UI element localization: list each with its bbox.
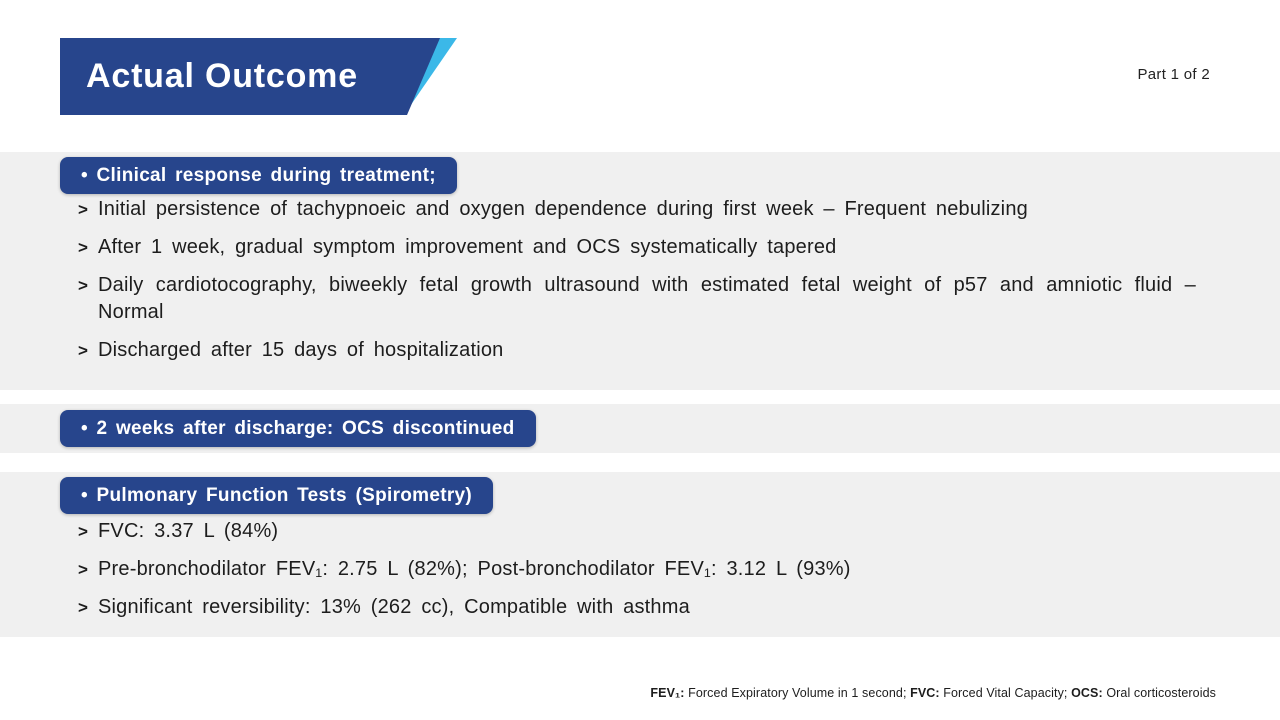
bullet-text: After 1 week, gradual symptom improvemen…	[98, 236, 837, 258]
bullet-item: > Discharged after 15 days of hospitaliz…	[78, 337, 1196, 364]
bullet-arrow-marker: >	[78, 560, 88, 579]
footnote-definition: Forced Vital Capacity;	[939, 686, 1072, 700]
footnote-abbr: OCS:	[1071, 686, 1103, 700]
footnote-definition: Oral corticosteroids	[1102, 686, 1216, 700]
page-indicator: Part 1 of 2	[1137, 66, 1210, 83]
bullet-item: > FVC: 3.37 L (84%)	[78, 518, 1196, 545]
bullet-item: > Daily cardiotocography, biweekly fetal…	[78, 272, 1196, 326]
bullet-arrow-marker: >	[78, 238, 88, 257]
bullet-text: Initial persistence of tachypnoeic and o…	[98, 198, 1028, 220]
bullet-text: Daily cardiotocography, biweekly fetal g…	[98, 274, 1196, 323]
title-banner-shape	[60, 38, 457, 115]
title-blue-polygon	[60, 38, 440, 115]
footnote-abbr: FVC:	[910, 686, 940, 700]
page-title: Actual Outcome	[86, 57, 358, 95]
bullet-arrow-marker: >	[78, 522, 88, 541]
bullet-text: Discharged after 15 days of hospitalizat…	[98, 339, 504, 361]
section-header-pulmonary-tests: • Pulmonary Function Tests (Spirometry)	[60, 477, 494, 514]
bullet-arrow-marker: >	[78, 598, 88, 617]
bullet-text: Significant reversibility: 13% (262 cc),…	[98, 596, 690, 618]
bullet-item: > Significant reversibility: 13% (262 cc…	[78, 594, 1196, 621]
bullet-text: Pre-bronchodilator FEV₁: 2.75 L (82%); P…	[98, 558, 851, 580]
bullet-arrow-marker: >	[78, 276, 88, 295]
bullet-list-clinical-response: > Initial persistence of tachypnoeic and…	[78, 196, 1196, 375]
bullet-arrow-marker: >	[78, 200, 88, 219]
footnote: FEV₁: Forced Expiratory Volume in 1 seco…	[650, 686, 1216, 700]
title-banner: Actual Outcome	[60, 38, 460, 115]
bullet-arrow-marker: >	[78, 341, 88, 360]
bullet-item: > Initial persistence of tachypnoeic and…	[78, 196, 1196, 223]
bullet-item: > After 1 week, gradual symptom improvem…	[78, 234, 1196, 261]
section-header-discharge: • 2 weeks after discharge: OCS discontin…	[60, 410, 536, 447]
footnote-definition: Forced Expiratory Volume in 1 second;	[684, 686, 911, 700]
bullet-item: > Pre-bronchodilator FEV₁: 2.75 L (82%);…	[78, 556, 1196, 583]
section-header-clinical-response: • Clinical response during treatment;	[60, 157, 457, 194]
footnote-abbr: FEV₁:	[650, 686, 685, 700]
bullet-text: FVC: 3.37 L (84%)	[98, 520, 279, 542]
bullet-list-pulmonary-tests: > FVC: 3.37 L (84%) > Pre-bronchodilator…	[78, 518, 1196, 632]
